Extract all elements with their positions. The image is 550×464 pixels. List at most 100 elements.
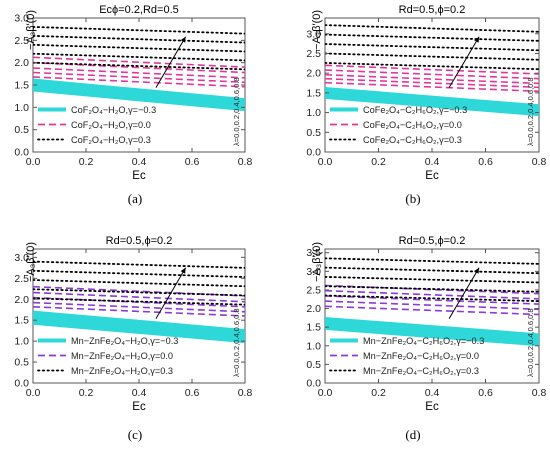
y-tick-label: 2.0 xyxy=(306,303,321,315)
legend-label-1: CoFe₂O₄−C₂H₆O₂,γ=−0.3 xyxy=(363,105,467,115)
series-2-line-2 xyxy=(33,61,245,74)
legend: Mn−ZnFe₂O₄−C₂H₆O₂,γ=−0.3 Mn−ZnFe₂O₄−C₂H₆O… xyxy=(329,336,484,376)
x-tick-label: 0.2 xyxy=(79,387,94,399)
series-1-line-5 xyxy=(325,94,539,117)
x-tick-label: 0.0 xyxy=(318,387,333,399)
chart-title: Rd=0.5,ϕ=0.2 xyxy=(399,4,466,16)
y-tick-label: 1.0 xyxy=(14,102,29,114)
chart-title: Rd=0.5,ϕ=0.2 xyxy=(106,235,173,247)
legend-label-3: CoF₂O₄−H₂O,γ=0.3 xyxy=(71,135,151,145)
plot-frame xyxy=(324,17,540,153)
y-tick-label: 0.0 xyxy=(14,378,29,390)
series-1-line-5 xyxy=(33,320,245,344)
y-tick-label: 0.0 xyxy=(306,147,321,159)
series-2-line-1 xyxy=(33,285,245,297)
x-tick-label: 0.6 xyxy=(478,156,493,168)
lambda-arrow xyxy=(155,267,187,319)
y-tick-label: 3.5 xyxy=(306,247,321,259)
x-tick-label: 0.2 xyxy=(371,387,386,399)
series-3-line-5 xyxy=(325,294,539,303)
plot-area xyxy=(325,257,539,347)
legend-label-3: Mn−ZnFe₂O₄−C₂H₆O₂,γ=0.3 xyxy=(363,366,479,376)
legend-label-1: CoF₂O₄−H₂O,γ=−0.3 xyxy=(71,105,156,115)
chart-panel-1: Ecϕ=0.2,Rd=0.5 0.0 0.2 0.4 0.6 0.8 0.0 0.5 1.0 1.… xyxy=(14,4,252,182)
y-tick-label: 0.0 xyxy=(14,147,29,159)
legend-label-2: Mn−ZnFe₂O₄−C₂H₆O₂,γ=0.0 xyxy=(363,351,479,361)
legend: CoF₂O₄−H₂O,γ=−0.3 CoF₂O₄−H₂O,γ=0.0 CoF₂O₄−… xyxy=(37,105,156,145)
x-tick-label: 0.6 xyxy=(185,156,200,168)
panel-label-3: (c) xyxy=(128,427,142,442)
y-tick-label: 2.5 xyxy=(306,284,321,296)
y-tick-label: 2.0 xyxy=(14,294,29,306)
series-3-line-4 xyxy=(325,285,539,293)
series-2-line-1 xyxy=(325,64,539,75)
x-tick-label: 0.0 xyxy=(26,156,41,168)
series-1-line-3 xyxy=(33,83,245,107)
y-tick-label: 1.0 xyxy=(306,107,321,119)
series-2-line-1 xyxy=(325,284,539,295)
legend-label-2: CoFe₂O₄−C₂H₆O₂,γ=0.0 xyxy=(363,120,462,130)
series-3-line-1 xyxy=(325,24,539,33)
series-1-line-1 xyxy=(325,316,539,338)
legend-label-1: Mn−ZnFe₂O₄−H₂O,γ=−0.3 xyxy=(71,336,178,346)
series-1-line-1 xyxy=(33,78,245,103)
y-tick-label: 1.0 xyxy=(306,340,321,352)
lambda-arrow-head xyxy=(474,36,480,43)
y-tick-label: 1.5 xyxy=(14,315,29,327)
y-tick-label: 3.0 xyxy=(306,266,321,278)
series-3-line-5 xyxy=(325,62,539,71)
lambda-annotation: λ=0.0,0.2,0.4,0.6,0.8 xyxy=(526,308,535,377)
series-1-line-1 xyxy=(33,310,245,334)
series-2-line-3 xyxy=(33,67,245,79)
x-axis-label: Ec xyxy=(425,401,439,413)
y-tick-label: 1.5 xyxy=(14,80,29,92)
series-2-line-5 xyxy=(33,76,245,88)
series-1-line-2 xyxy=(33,80,245,105)
lambda-arrow xyxy=(448,36,480,88)
series-2-line-4 xyxy=(33,301,245,313)
y-tick-label: 2.0 xyxy=(14,57,29,69)
series-3-line-4 xyxy=(325,52,539,61)
series-1-line-5 xyxy=(325,325,539,347)
y-axis-label: −A₃β′(0) xyxy=(311,10,323,50)
y-tick-label: 3.0 xyxy=(14,13,29,25)
x-tick-label: 0.4 xyxy=(425,387,440,399)
y-tick-label: 3.0 xyxy=(306,28,321,40)
plot-area xyxy=(325,24,539,117)
x-tick-label: 0.6 xyxy=(478,387,493,399)
series-2-line-1 xyxy=(33,56,245,68)
series-2-line-5 xyxy=(325,81,539,93)
chart-panel-4: Rd=0.5,ϕ=0.2 0.0 0.2 0.4 0.6 0.8 0.0 0.5 1.0 1.5 2… xyxy=(306,235,546,413)
series-2-line-3 xyxy=(325,73,539,85)
y-tick-label: 2.5 xyxy=(306,48,321,60)
legend-label-3: CoFe₂O₄−C₂H₆O₂,γ=0.3 xyxy=(363,135,462,145)
series-3-line-1 xyxy=(325,257,539,265)
y-tick-label: 0.5 xyxy=(14,357,29,369)
lambda-arrow xyxy=(448,267,480,319)
lambda-arrow-head xyxy=(474,267,480,274)
x-tick-label: 0.4 xyxy=(132,387,147,399)
legend: CoFe₂O₄−C₂H₆O₂,γ=−0.3 CoFe₂O₄−C₂H₆O₂,γ=0.… xyxy=(329,105,467,145)
series-1-line-2 xyxy=(33,313,245,336)
x-tick-label: 0.2 xyxy=(371,156,386,168)
lambda-annotation: λ=0.0,0.2,0.4,0.6,0.8 xyxy=(526,77,535,146)
x-tick-label: 0.8 xyxy=(238,387,253,399)
x-tick-label: 0.2 xyxy=(79,156,94,168)
series-2-line-2 xyxy=(325,289,539,300)
chart-panel-3: Rd=0.5,ϕ=0.2 0.0 0.2 0.4 0.6 0.8 0.0 0.5 1.0 1.5 2… xyxy=(14,235,252,413)
x-tick-label: 0.0 xyxy=(26,387,41,399)
y-tick-label: 1.5 xyxy=(306,322,321,334)
chart-title: Rd=0.5,ϕ=0.2 xyxy=(399,235,466,247)
series-2-line-5 xyxy=(325,305,539,316)
series-3-line-2 xyxy=(325,266,539,275)
y-tick-label: 1.5 xyxy=(306,87,321,99)
y-tick-label: 0.5 xyxy=(306,127,321,139)
legend-label-1: Mn−ZnFe₂O₄−C₂H₆O₂,γ=−0.3 xyxy=(363,336,484,346)
y-tick-label: 2.0 xyxy=(306,68,321,80)
x-tick-label: 0.8 xyxy=(238,156,253,168)
y-tick-label: 2.5 xyxy=(14,273,29,285)
y-tick-label: 1.0 xyxy=(14,336,29,348)
x-tick-label: 0.4 xyxy=(132,156,147,168)
